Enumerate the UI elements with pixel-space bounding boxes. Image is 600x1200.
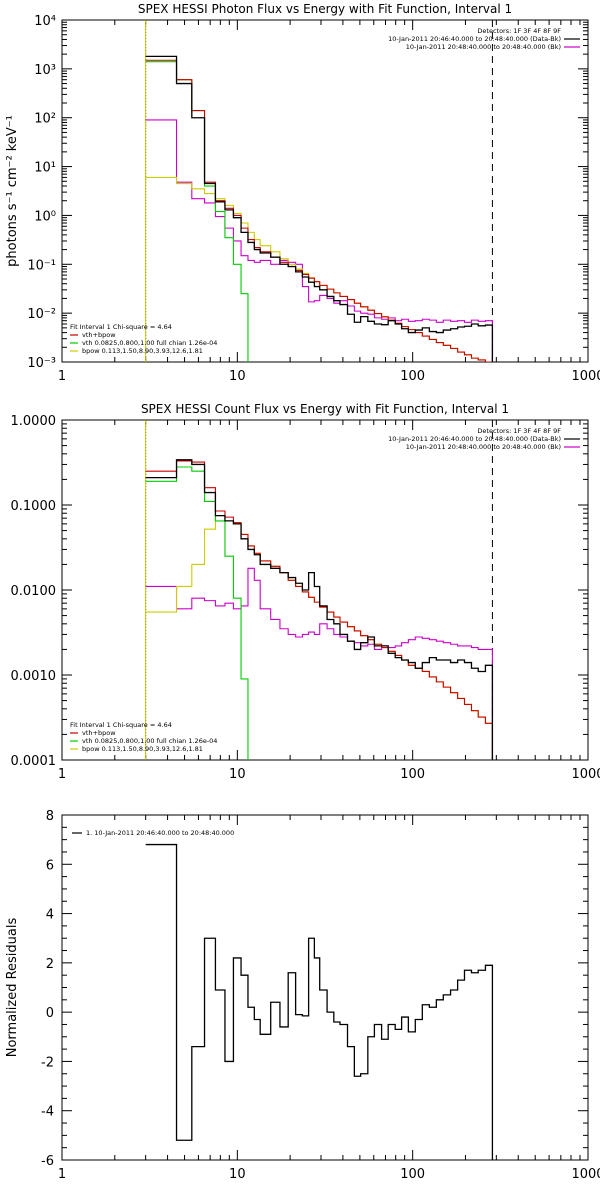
legend-bottom-entry: bpow 0.113,1.50,8.90,3.93,12.6,1.81 (82, 745, 203, 753)
legend-top-entry: 10-Jan-2011 20:46:40.000 to 20:48:40.000… (388, 435, 561, 443)
legend-bottom-entry: Fit Interval 1 Chi-square = 4.64 (70, 721, 172, 729)
legend-bottom-entry: vth 0.0825,0.800,1.00 full chian 1.26e-0… (82, 339, 217, 347)
series-vth-line (145, 61, 249, 362)
y-tick-label: 10¹ (34, 161, 56, 176)
chart-1: 1 10 100 1000 10⁻³ 10⁻² 10⁻¹ 10⁰ 10¹ 10² 10³ 10⁴ SPE… (5, 2, 600, 384)
chart-3: 1 10 100 1000 -6 -4 -2 0 2 4 6 8 Normalized Residual… (5, 809, 600, 1182)
y-tick-label: 0.0010 (11, 669, 57, 684)
x-tick-label: 1000 (571, 767, 600, 782)
chart-title: SPEX HESSI Photon Flux vs Energy with Fi… (138, 2, 512, 16)
y-tick-label: 10⁴ (34, 14, 56, 29)
series-data-line (145, 843, 494, 1160)
x-tick-label: 1 (58, 369, 66, 384)
y-tick-label: 6 (46, 858, 54, 873)
y-tick-label: -6 (41, 1154, 54, 1169)
x-tick-label: 100 (400, 369, 425, 384)
y-tick-label: -4 (41, 1105, 54, 1120)
x-tick-label: 100 (400, 767, 425, 782)
plot-frame (61, 19, 589, 363)
x-tick-label: 1 (58, 767, 66, 782)
y-axis-label: Normalized Residuals (5, 918, 20, 1058)
series-vth-line (145, 466, 249, 760)
plot-frame (61, 419, 589, 761)
y-tick-label: 0.0001 (11, 754, 57, 769)
y-tick-label: 10⁻³ (27, 356, 56, 371)
x-tick-label: 10 (229, 1167, 246, 1182)
y-tick-label: 0 (46, 1006, 54, 1021)
y-axis-label: photons s⁻¹ cm⁻² keV⁻¹ (5, 115, 20, 267)
series-data-line (145, 459, 494, 760)
legend-bottom-entry: vth+bpow (82, 729, 116, 737)
legend-bottom-entry: vth+bpow (82, 331, 116, 339)
legend-bottom-entry: vth 0.0825,0.800,1.00 full chian 1.26e-0… (82, 737, 217, 745)
y-tick-label: 0.1000 (11, 499, 57, 514)
legend-top-entry: 10-Jan-2011 20:48:40.000 to 20:48:40.000… (406, 443, 561, 451)
legend-top-entry: 10-Jan-2011 20:46:40.000 to 20:48:40.000… (388, 35, 561, 43)
chart-title: SPEX HESSI Count Flux vs Energy with Fit… (141, 402, 509, 416)
x-tick-label: 100 (400, 1167, 425, 1182)
legend-bottom-entry: bpow 0.113,1.50,8.90,3.93,12.6,1.81 (82, 347, 203, 355)
legend-bottom-entry: Fit Interval 1 Chi-square = 4.64 (70, 323, 172, 331)
y-tick-label: 10³ (34, 63, 56, 78)
x-tick-label: 1 (58, 1167, 66, 1182)
y-tick-label: 2 (46, 957, 54, 972)
x-tick-label: 1000 (571, 1167, 600, 1182)
legend-top-entry: Detectors: 1F 3F 4F 8F 9F (477, 27, 561, 35)
plot-frame (61, 814, 589, 1161)
series-group (145, 55, 494, 362)
y-tick-label: 1.0000 (11, 414, 57, 429)
y-tick-label: 0.0100 (11, 584, 57, 599)
series-group (145, 459, 494, 760)
y-tick-label: 4 (46, 908, 54, 923)
y-tick-label: 10⁻² (27, 307, 56, 322)
legend-top-entry: Detectors: 1F 3F 4F 8F 9F (477, 427, 561, 435)
y-tick-label: 10² (34, 112, 56, 127)
y-tick-label: 8 (46, 809, 54, 824)
y-tick-label: -2 (41, 1055, 54, 1070)
series-data-line (145, 55, 494, 362)
legend-top-entry: 1. 10-Jan-2011 20:46:40.000 to 20:48:40.… (86, 829, 234, 837)
legend-top-entry: 10-Jan-2011 20:48:40.000 to 20:48:40.000… (406, 43, 561, 51)
y-tick-label: 10⁻¹ (27, 258, 56, 273)
series-group (145, 843, 494, 1160)
series-total-line (145, 460, 493, 760)
chart-2: 1 10 100 1000 0.0001 0.0010 0.0100 0.1000 1.0000… (11, 402, 600, 782)
x-tick-label: 10 (229, 767, 246, 782)
y-tick-label: 10⁰ (34, 209, 56, 224)
series-total-line (145, 59, 493, 362)
x-tick-label: 1000 (571, 369, 600, 384)
series-bk-line (145, 119, 493, 362)
x-tick-label: 10 (229, 369, 246, 384)
